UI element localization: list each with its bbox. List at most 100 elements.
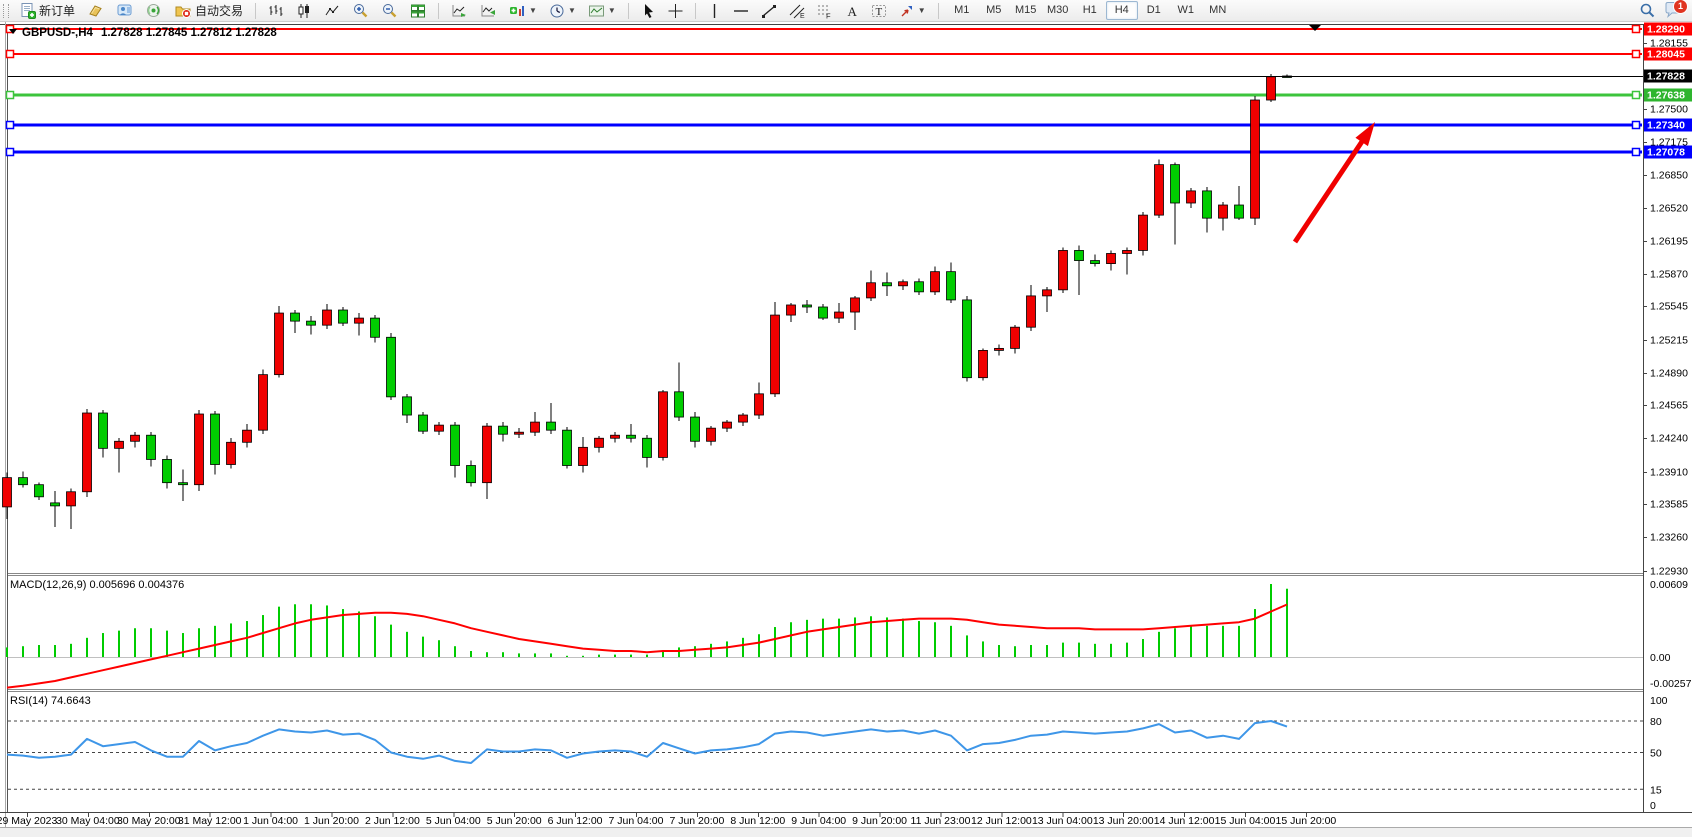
tile-windows-button[interactable] xyxy=(405,0,431,21)
timeframe-d1[interactable]: D1 xyxy=(1146,4,1161,16)
symbol-dropdown-icon[interactable] xyxy=(9,29,17,34)
annotation-arrow-head[interactable] xyxy=(1355,122,1375,147)
price-badge[interactable] xyxy=(1644,145,1692,159)
candle-body xyxy=(130,434,140,442)
time-label: 30 May 04:00 xyxy=(56,815,120,827)
candlestick-chart-button[interactable] xyxy=(291,0,317,21)
crosshair-button[interactable] xyxy=(663,0,688,21)
terminal-button[interactable] xyxy=(111,0,138,21)
candle-body xyxy=(162,459,172,484)
chart-shift-button[interactable] xyxy=(475,0,502,21)
line-handle[interactable] xyxy=(5,49,15,59)
profiles-button[interactable] xyxy=(82,0,109,21)
strategy-tester-button[interactable] xyxy=(140,0,167,21)
equidistant-channel-icon: E xyxy=(789,4,805,19)
vertical-line-icon xyxy=(713,3,715,18)
chat-button[interactable]: 1 xyxy=(1664,0,1688,19)
price-tick-label: 1.25870 xyxy=(1650,269,1688,281)
line-handle[interactable] xyxy=(1631,49,1641,59)
candle-body xyxy=(226,441,236,465)
cursor-button[interactable] xyxy=(636,0,661,21)
arrows-icon xyxy=(901,5,912,16)
price-badge[interactable] xyxy=(1644,47,1692,61)
trendline-button[interactable] xyxy=(756,0,782,21)
price-tick-label: 1.24240 xyxy=(1650,433,1688,445)
line-chart-button[interactable] xyxy=(319,0,345,21)
price-badge[interactable] xyxy=(1644,88,1692,102)
zoom-out-button[interactable] xyxy=(376,0,403,21)
timeframe-mn[interactable]: MN xyxy=(1209,4,1227,16)
price-badge[interactable] xyxy=(1644,69,1692,83)
equidistant-channel-button[interactable]: E xyxy=(784,0,810,21)
candle-body xyxy=(50,502,60,507)
price-badge[interactable] xyxy=(1644,118,1692,132)
vertical-line-button[interactable] xyxy=(703,0,726,21)
rsi-indicator-label: RSI(14) 74.6643 xyxy=(10,695,91,707)
line-handle[interactable] xyxy=(5,120,15,130)
autotrading-button[interactable]: 自动交易 xyxy=(169,0,248,21)
candle-body xyxy=(66,491,76,507)
text-label-icon: T xyxy=(871,4,886,18)
time-label: 7 Jun 20:00 xyxy=(669,815,724,827)
line-handle[interactable] xyxy=(5,147,15,157)
auto-scroll-icon xyxy=(452,4,467,17)
indicators-button[interactable]: ▼ xyxy=(504,0,542,21)
candle-body xyxy=(434,424,444,432)
indicators-icon xyxy=(510,5,525,16)
search-icon[interactable] xyxy=(1638,1,1656,19)
text-button[interactable]: A xyxy=(840,0,864,21)
line-handle[interactable] xyxy=(1631,90,1641,100)
line-handle[interactable] xyxy=(5,90,15,100)
price-badge[interactable] xyxy=(1644,22,1692,36)
timeframe-w1[interactable]: W1 xyxy=(1177,4,1194,16)
line-handle[interactable] xyxy=(1631,120,1641,130)
macd-indicator-label: MACD(12,26,9) 0.005696 0.004376 xyxy=(10,579,185,591)
candle-body xyxy=(178,482,188,486)
time-label: 5 Jun 20:00 xyxy=(487,815,542,827)
text-label-button[interactable]: T xyxy=(866,0,892,21)
toolbar-grip[interactable] xyxy=(3,3,9,18)
crosshair-icon xyxy=(668,3,683,18)
svg-text:F: F xyxy=(826,11,831,19)
candle-body xyxy=(994,347,1004,351)
candle-body xyxy=(242,429,252,443)
timeframe-m5[interactable]: M5 xyxy=(986,4,1002,16)
periods-button[interactable]: ▼ xyxy=(544,0,581,21)
bar-chart-button[interactable] xyxy=(263,0,289,21)
timeframe-h1[interactable]: H1 xyxy=(1082,4,1097,16)
timeframe-h4[interactable]: H4 xyxy=(1105,1,1138,20)
time-label: 12 Jun 12:00 xyxy=(971,815,1032,827)
candle-body xyxy=(514,431,524,435)
price-tick-label: 1.25545 xyxy=(1650,301,1688,313)
timeframe-m30[interactable]: M30 xyxy=(1047,4,1069,16)
chart-shift-marker[interactable] xyxy=(1309,25,1321,31)
macd-scale-label: -0.002575 xyxy=(1650,678,1692,690)
candlestick-chart-icon xyxy=(298,3,310,18)
fibonacci-button[interactable]: F xyxy=(812,0,838,21)
line-handle[interactable] xyxy=(1631,147,1641,157)
candle-body xyxy=(466,465,476,484)
annotation-arrow-shaft[interactable] xyxy=(1292,135,1368,244)
ohlc-values: 1.27828 1.27845 1.27812 1.27828 xyxy=(100,27,277,39)
arrows-button[interactable]: ▼ xyxy=(894,0,931,21)
candle-body xyxy=(546,421,556,431)
candle-body xyxy=(674,391,684,418)
zoom-in-button[interactable] xyxy=(347,0,374,21)
toolbar: 新订单 自动交易 xyxy=(0,0,1692,22)
auto-scroll-button[interactable] xyxy=(446,0,473,21)
candle-body xyxy=(18,477,28,486)
candle-body xyxy=(610,434,620,439)
candle-body xyxy=(450,424,460,466)
candle-body xyxy=(802,304,812,308)
line-handle[interactable] xyxy=(1631,24,1641,34)
candle-body xyxy=(1010,326,1020,349)
timeframe-m15[interactable]: M15 xyxy=(1015,4,1037,16)
new-order-button[interactable]: 新订单 xyxy=(14,0,80,21)
time-label: 8 Jun 12:00 xyxy=(730,815,785,827)
horizontal-line-button[interactable] xyxy=(728,0,754,21)
templates-button[interactable]: ▼ xyxy=(583,0,621,21)
timeframe-m1[interactable]: M1 xyxy=(954,4,970,16)
price-tick-label: 1.23585 xyxy=(1650,499,1688,511)
time-label: 9 Jun 04:00 xyxy=(791,815,846,827)
